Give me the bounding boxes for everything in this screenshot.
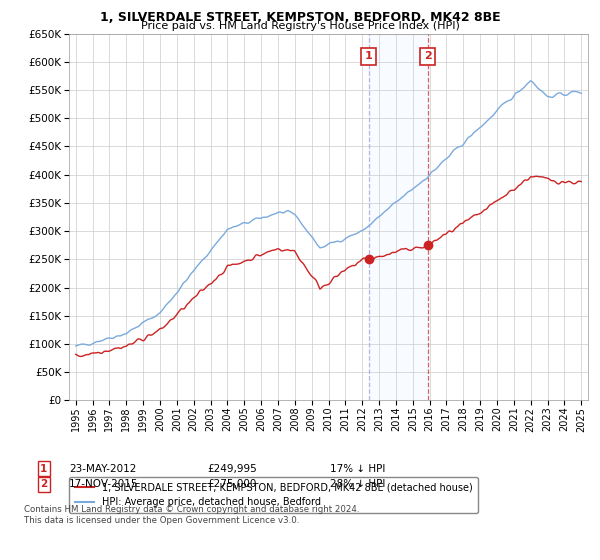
Text: Price paid vs. HM Land Registry's House Price Index (HPI): Price paid vs. HM Land Registry's House … — [140, 21, 460, 31]
Text: £275,000: £275,000 — [207, 479, 256, 489]
Bar — [368, 34, 428, 400]
Text: 17-NOV-2015: 17-NOV-2015 — [69, 479, 139, 489]
Text: 1: 1 — [365, 51, 373, 61]
Text: 23-MAY-2012: 23-MAY-2012 — [69, 464, 136, 474]
Text: 2: 2 — [424, 51, 431, 61]
Legend: 1, SILVERDALE STREET, KEMPSTON, BEDFORD, MK42 8BE (detached house), HPI: Average: 1, SILVERDALE STREET, KEMPSTON, BEDFORD,… — [68, 477, 478, 514]
Text: 1: 1 — [40, 464, 47, 474]
Text: 2: 2 — [40, 479, 47, 489]
Text: £249,995: £249,995 — [207, 464, 257, 474]
Text: 17% ↓ HPI: 17% ↓ HPI — [330, 464, 385, 474]
Text: 1, SILVERDALE STREET, KEMPSTON, BEDFORD, MK42 8BE: 1, SILVERDALE STREET, KEMPSTON, BEDFORD,… — [100, 11, 500, 24]
Text: Contains HM Land Registry data © Crown copyright and database right 2024.
This d: Contains HM Land Registry data © Crown c… — [24, 505, 359, 525]
Text: 28% ↓ HPI: 28% ↓ HPI — [330, 479, 385, 489]
